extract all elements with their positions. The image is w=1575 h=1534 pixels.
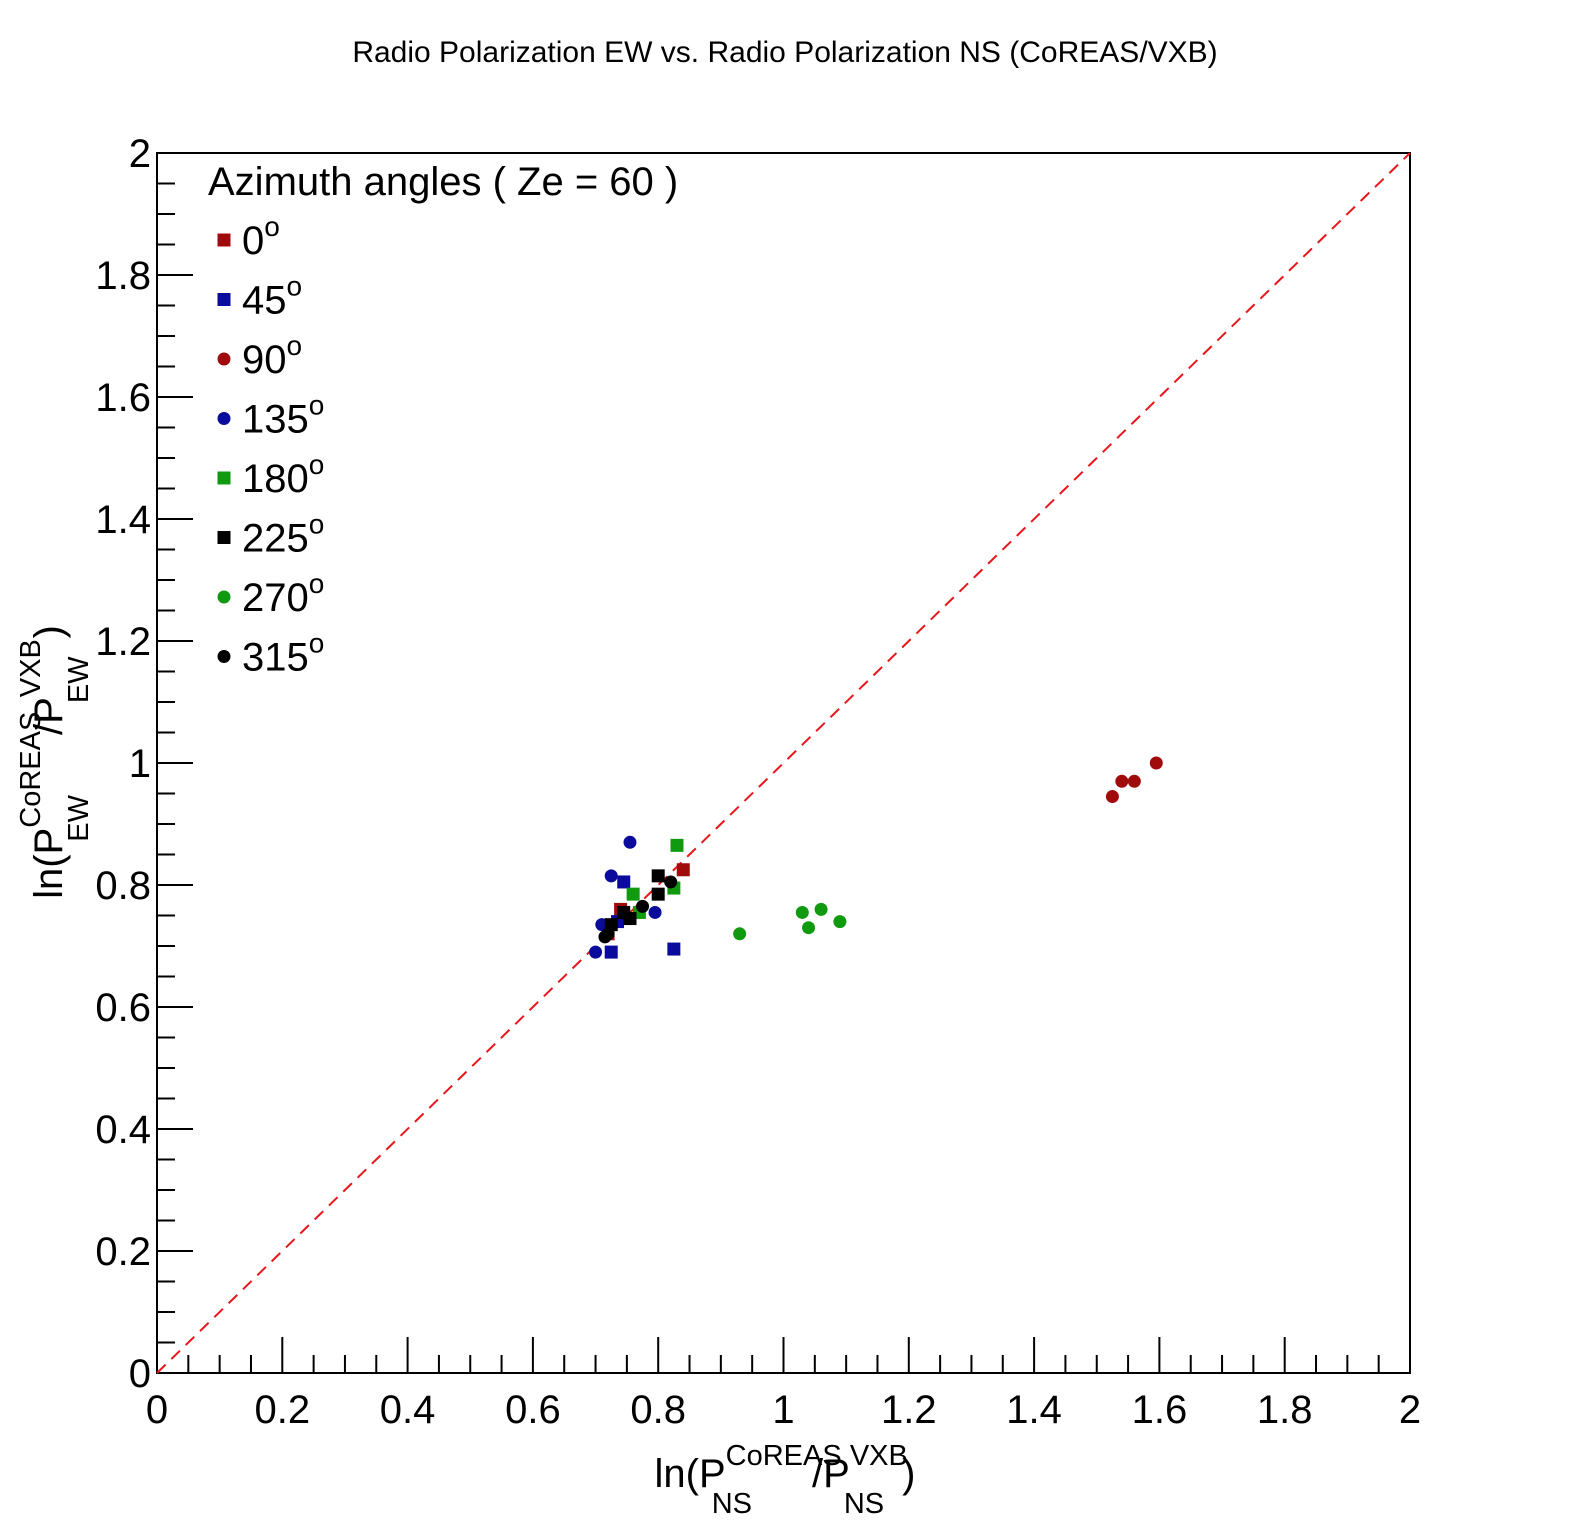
data-point — [670, 838, 684, 852]
x-axis-label: ln(PCoREAS NS/PVXB NS) — [655, 1440, 916, 1520]
data-point — [1115, 774, 1129, 788]
data-point — [651, 869, 665, 883]
data-point — [802, 921, 816, 935]
data-point — [604, 869, 618, 883]
y-tick-label: 1.8 — [95, 254, 151, 298]
data-point — [617, 875, 631, 889]
x-tick-label: 1.6 — [1132, 1388, 1188, 1432]
legend-label: 90o — [242, 330, 302, 382]
data-point — [1105, 790, 1119, 804]
legend-label: 0o — [242, 211, 280, 263]
legend-title: Azimuth angles ( Ze = 60 ) — [208, 160, 678, 204]
y-axis-ticks — [157, 152, 193, 1374]
y-tick-label: 0.8 — [95, 864, 151, 908]
y-tick-label: 1.4 — [95, 498, 151, 542]
data-point — [814, 902, 828, 916]
data-point — [651, 887, 665, 901]
series-90 — [1105, 756, 1163, 804]
legend-label: 315o — [242, 628, 324, 680]
legend: Azimuth angles ( Ze = 60 ) 0o 45o 90o 135o 1… — [208, 160, 678, 680]
x-tick-label: 1.2 — [881, 1388, 937, 1432]
data-points — [589, 756, 1163, 959]
legend-item-225: 225o — [217, 509, 324, 561]
legend-item-0: 0o — [217, 211, 280, 263]
x-tick-label: 2 — [1399, 1388, 1421, 1432]
x-tick-label: 0 — [146, 1388, 168, 1432]
data-point — [648, 905, 662, 919]
y-tick-label: 0.4 — [95, 1108, 151, 1152]
data-point — [623, 835, 637, 849]
y-axis-tick-labels: 0 0.2 0.4 0.6 0.8 1 1.2 1.4 1.6 1.8 2 — [95, 132, 151, 1396]
data-point — [795, 905, 809, 919]
data-point — [667, 942, 681, 956]
legend-label: 135o — [242, 390, 324, 442]
y-tick-label: 1.2 — [95, 620, 151, 664]
legend-marker — [217, 471, 231, 485]
data-point — [833, 915, 847, 929]
y-tick-label: 0.6 — [95, 986, 151, 1030]
series-225 — [604, 869, 665, 932]
legend-item-135: 135o — [217, 390, 324, 442]
legend-label: 45o — [242, 271, 302, 323]
x-tick-label: 0.6 — [505, 1388, 561, 1432]
y-tick-label: 0 — [129, 1352, 151, 1396]
x-tick-label: 0.8 — [630, 1388, 686, 1432]
series-315 — [598, 875, 678, 944]
data-point — [1127, 774, 1141, 788]
legend-item-270: 270o — [217, 568, 324, 620]
data-point — [733, 927, 747, 941]
legend-label: 180o — [242, 449, 324, 501]
chart-title: Radio Polarization EW vs. Radio Polariza… — [352, 36, 1217, 69]
legend-marker — [217, 352, 231, 366]
legend-item-180: 180o — [217, 449, 324, 501]
x-tick-label: 0.2 — [254, 1388, 310, 1432]
x-axis-tick-labels: 0 0.2 0.4 0.6 0.8 1 1.2 1.4 1.6 1.8 2 — [146, 1388, 1421, 1432]
data-point — [1149, 756, 1163, 770]
x-tick-label: 1.4 — [1006, 1388, 1062, 1432]
legend-marker — [217, 233, 231, 247]
legend-item-315: 315o — [217, 628, 324, 680]
data-point — [589, 945, 603, 959]
data-point — [604, 945, 618, 959]
plot-area: 0 0.2 0.4 0.6 0.8 1 1.2 1.4 1.6 1.8 2 0 0.2 0.4 0.6 0.… — [95, 132, 1421, 1432]
legend-items: 0o 45o 90o 135o 180o 225o 270o 315o — [217, 211, 324, 680]
x-tick-label: 0.4 — [380, 1388, 436, 1432]
y-tick-label: 0.2 — [95, 1230, 151, 1274]
y-tick-label: 1 — [129, 742, 151, 786]
x-tick-label: 1 — [772, 1388, 794, 1432]
legend-item-45: 45o — [217, 271, 302, 323]
y-tick-label: 2 — [129, 132, 151, 176]
data-point — [636, 899, 650, 913]
data-point — [664, 875, 678, 889]
data-point — [626, 887, 640, 901]
data-point — [676, 863, 690, 877]
legend-marker — [217, 590, 231, 604]
legend-marker — [217, 293, 231, 306]
data-point — [601, 927, 615, 941]
legend-marker — [217, 412, 231, 425]
x-axis-ticks — [156, 1337, 1411, 1373]
diagonal-reference-line — [156, 152, 1411, 1374]
series-270 — [733, 902, 847, 941]
x-tick-label: 1.8 — [1257, 1388, 1313, 1432]
legend-item-90: 90o — [217, 330, 302, 382]
data-point — [623, 912, 637, 926]
legend-marker — [217, 531, 231, 544]
y-axis-label: ln(PCoREAS EW/PVXB EW) — [15, 625, 95, 899]
y-tick-label: 1.6 — [95, 376, 151, 420]
legend-label: 270o — [242, 568, 324, 620]
legend-label: 225o — [242, 509, 324, 561]
legend-marker — [217, 650, 231, 663]
